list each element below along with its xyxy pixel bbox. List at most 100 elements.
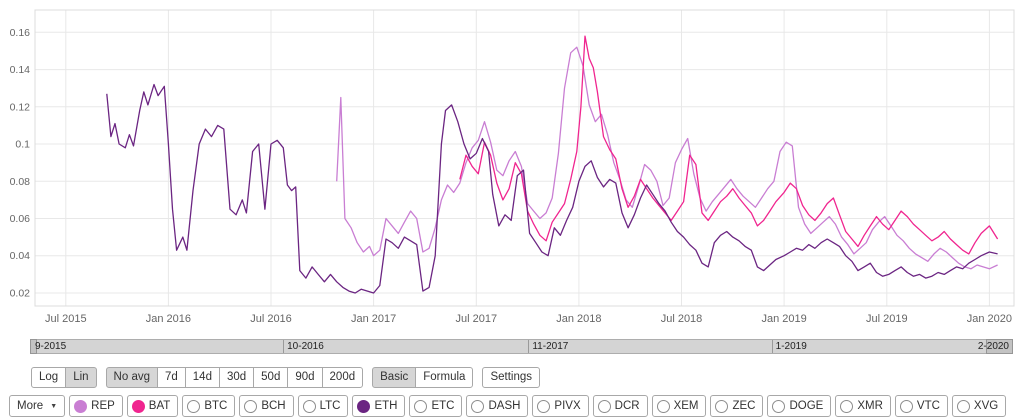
svg-text:0.04: 0.04 [10, 250, 31, 262]
slider-date-label: 10-2016 [287, 341, 324, 352]
toolbar-button-settings[interactable]: Settings [482, 367, 540, 388]
coin-toggle-rep[interactable]: REP [69, 395, 123, 417]
doge-color-dot-icon [772, 399, 786, 413]
coin-label: XEM [673, 400, 699, 412]
svg-text:Jan 2016: Jan 2016 [146, 313, 191, 325]
coin-toggle-bat[interactable]: BAT [126, 395, 179, 417]
svg-text:0.12: 0.12 [10, 101, 31, 113]
coin-toggle-doge[interactable]: DOGE [767, 395, 832, 417]
xem-color-dot-icon [656, 399, 670, 413]
coin-toggle-dcr[interactable]: DCR [592, 395, 648, 417]
svg-text:Jan 2019: Jan 2019 [761, 313, 806, 325]
toolbar-button-14d[interactable]: 14d [184, 367, 220, 388]
dcr-color-dot-icon [597, 399, 611, 413]
svg-text:0.1: 0.1 [15, 139, 30, 151]
coin-toggle-vtc[interactable]: VTC [894, 395, 948, 417]
slider-date-label: 11-2017 [532, 341, 569, 352]
svg-text:Jan 2020: Jan 2020 [967, 313, 1012, 325]
toolbar-group-average: No avg 7d 14d 30d 50d 90d 200d [105, 367, 364, 388]
svg-text:0.06: 0.06 [10, 213, 31, 225]
svg-text:Jan 2018: Jan 2018 [556, 313, 601, 325]
ltc-color-dot-icon [302, 399, 316, 413]
toolbar-button-200d[interactable]: 200d [321, 367, 364, 388]
chart-area: Jul 2015 Jan 2016 Jul 2016 Jan 2017 Jul 2017… [0, 0, 1024, 334]
btc-color-dot-icon [187, 399, 201, 413]
coin-label: PIVX [554, 400, 581, 412]
coin-label: ZEC [732, 400, 756, 412]
bch-color-dot-icon [244, 399, 258, 413]
slider-date-label: 1-2019 [775, 341, 807, 352]
coin-label: DASH [488, 400, 521, 412]
svg-text:Jul 2016: Jul 2016 [250, 313, 292, 325]
coin-label: ETH [374, 400, 398, 412]
toolbar-button-log[interactable]: Log [31, 367, 67, 388]
coin-toggle-dash[interactable]: DASH [466, 395, 529, 417]
dash-color-dot-icon [471, 399, 485, 413]
more-select[interactable]: More ▼ [9, 395, 66, 417]
price-chart[interactable]: Jul 2015 Jan 2016 Jul 2016 Jan 2017 Jul 2017… [0, 0, 1024, 334]
svg-text:Jul 2015: Jul 2015 [45, 313, 87, 325]
coin-label: REP [91, 400, 115, 412]
toolbar-button-no-avg[interactable]: No avg [105, 367, 158, 388]
range-slider-left-handle[interactable] [30, 339, 37, 354]
coin-list: REP BAT BTC BCH LTC ETH ETC DASH PIVX DCR XEM ZEC DO… [69, 395, 1007, 417]
coin-label: DCR [614, 400, 640, 412]
slider-tick [771, 340, 773, 353]
coin-toggle-xem[interactable]: XEM [651, 395, 707, 417]
zec-color-dot-icon [715, 399, 729, 413]
coin-toggle-pivx[interactable]: PIVX [532, 395, 589, 417]
coin-label: BTC [204, 400, 228, 412]
coin-toggle-etc[interactable]: ETC [409, 395, 463, 417]
toolbar-button-7d[interactable]: 7d [156, 367, 186, 388]
toolbar-button-lin[interactable]: Lin [65, 367, 97, 388]
coin-label: XMR [857, 400, 883, 412]
coin-label: LTC [319, 400, 341, 412]
toolbar-button-30d[interactable]: 30d [218, 367, 255, 388]
coin-toggle-xvg[interactable]: XVG [951, 395, 1007, 417]
xvg-color-dot-icon [956, 399, 970, 413]
coin-label: VTC [916, 400, 940, 412]
coin-label: BAT [148, 400, 171, 412]
xmr-color-dot-icon [840, 399, 854, 413]
toolbar: Log Lin No avg 7d 14d 30d 50d 90d 200d Basic Formu… [31, 367, 540, 388]
coin-bar: More ▼ REP BAT BTC BCH LTC ETH ETC DASH PIVX DCR X… [9, 395, 1022, 417]
svg-text:Jul 2019: Jul 2019 [866, 313, 908, 325]
svg-text:0.02: 0.02 [10, 288, 31, 300]
bat-color-dot-icon [131, 399, 145, 413]
toolbar-button-formula[interactable]: Formula [415, 367, 474, 388]
coin-label: DOGE [789, 400, 824, 412]
coin-toggle-zec[interactable]: ZEC [710, 395, 764, 417]
svg-text:0.08: 0.08 [10, 176, 31, 188]
eth-color-dot-icon [357, 399, 371, 413]
svg-text:Jul 2018: Jul 2018 [661, 313, 703, 325]
range-slider-track[interactable]: 9-2015 10-2016 11-2017 1-2019 2-2020 [30, 339, 1013, 354]
toolbar-button-90d[interactable]: 90d [287, 367, 323, 388]
toolbar-button-basic[interactable]: Basic [372, 367, 417, 388]
slider-tick [283, 340, 285, 353]
svg-text:0.16: 0.16 [10, 27, 31, 39]
coin-toggle-btc[interactable]: BTC [182, 395, 236, 417]
toolbar-group-settings: Settings [482, 367, 540, 388]
rep-color-dot-icon [74, 399, 88, 413]
slider-date-label: 9-2015 [35, 341, 67, 352]
toolbar-button-50d[interactable]: 50d [253, 367, 289, 388]
toolbar-group-mode: Basic Formula [372, 367, 474, 388]
coin-toggle-bch[interactable]: BCH [239, 395, 294, 417]
range-slider-right-handle[interactable] [986, 339, 1013, 354]
coin-toggle-eth[interactable]: ETH [352, 395, 406, 417]
coin-label: BCH [261, 400, 286, 412]
chevron-down-icon: ▼ [50, 402, 58, 410]
coin-toggle-ltc[interactable]: LTC [297, 395, 349, 417]
pivx-color-dot-icon [537, 399, 551, 413]
svg-text:Jan 2017: Jan 2017 [351, 313, 396, 325]
toolbar-group-scale: Log Lin [31, 367, 97, 388]
coin-toggle-xmr[interactable]: XMR [835, 395, 891, 417]
slider-date-label: 2-2020 [977, 341, 1009, 352]
coin-label: ETC [431, 400, 455, 412]
vtc-color-dot-icon [899, 399, 913, 413]
coin-label: XVG [973, 400, 999, 412]
svg-text:0.14: 0.14 [10, 64, 31, 76]
slider-tick [528, 340, 530, 353]
etc-color-dot-icon [414, 399, 428, 413]
